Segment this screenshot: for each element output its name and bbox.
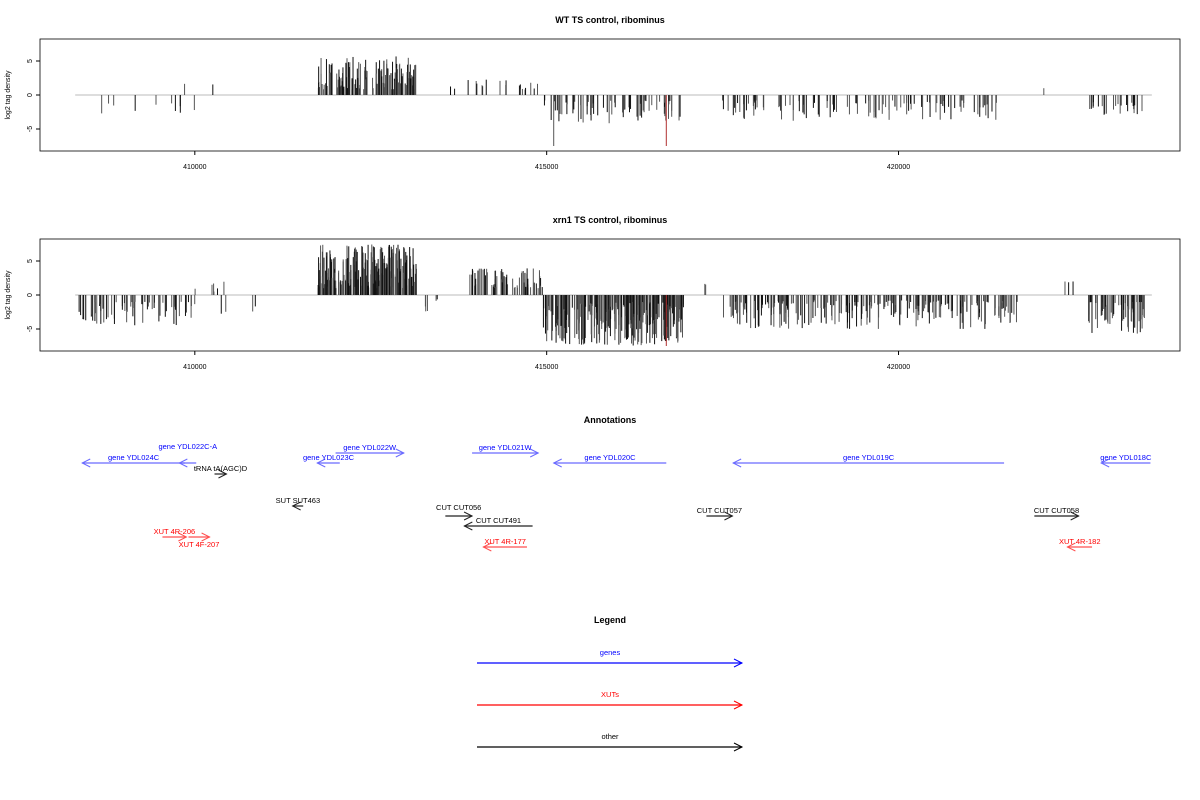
feature-cut-cut491: CUT CUT491 <box>463 516 533 531</box>
feature-gene-ydl019c: gene YDL019C <box>732 453 1005 468</box>
feature-label: gene YDL021W <box>479 443 533 452</box>
feature-gene-ydl021w: gene YDL021W <box>472 443 540 458</box>
feature-label: XUT 4R-177 <box>484 537 526 546</box>
feature-gene-ydl023c: gene YDL023C <box>303 453 355 468</box>
legend-arrow-head-icon <box>733 658 744 668</box>
legend-label: genes <box>600 648 621 657</box>
feature-gene-ydl022c-a: gene YDL022C-A <box>158 442 217 468</box>
panel-1-title: WT TS control, ribominus <box>555 15 665 25</box>
legend-item-genes: genes <box>477 648 744 668</box>
feature-arrow-head-icon <box>529 448 540 458</box>
feature-label: gene YDL020C <box>584 453 636 462</box>
feature-trna-ta-agc-d: tRNA tA(AGC)D <box>194 464 248 479</box>
x-tick-label: 420000 <box>887 164 910 171</box>
x-tick-label: 410000 <box>183 164 206 171</box>
feature-gene-ydl022w: gene YDL022W <box>335 443 405 458</box>
feature-label: CUT CUT491 <box>476 516 521 525</box>
feature-arrow-head-icon <box>291 501 301 511</box>
feature-xut-4r-182: XUT 4R-182 <box>1059 537 1101 552</box>
y-tick-label: -5 <box>27 126 34 132</box>
panel-xrn1: 410000 415000 420000 -5 0 5 log2 tag density <box>5 238 1181 371</box>
y-tick-label: 0 <box>27 293 34 297</box>
y-tick-label: 5 <box>27 259 34 263</box>
feature-label: gene YDL022W <box>343 443 397 452</box>
legend-title: Legend <box>594 615 626 625</box>
y-axis-label: log2 tag density <box>5 270 12 320</box>
y-tick-label: 5 <box>27 59 34 63</box>
feature-arrow-head-icon <box>395 448 405 458</box>
feature-arrow-head-icon <box>81 458 91 468</box>
feature-label: XUT 4F-207 <box>179 540 220 549</box>
feature-arrow-head-icon <box>178 458 188 468</box>
feature-arrow-head-icon <box>552 458 562 468</box>
feature-arrow-head-icon <box>732 458 742 468</box>
feature-label: gene YDL019C <box>843 453 895 462</box>
feature-label: SUT SUT463 <box>276 496 320 505</box>
legend-arrow-head-icon <box>733 700 744 710</box>
feature-arrow-head-icon <box>178 532 188 542</box>
x-tick-label: 415000 <box>535 164 558 171</box>
feature-label: gene YDL022C-A <box>158 442 217 451</box>
feature-label: gene YDL024C <box>108 453 160 462</box>
legend-label: XUTs <box>601 690 619 699</box>
annotation-track: gene YDL024C gene YDL022C-A tRNA tA(AGC)D g… <box>81 442 1152 552</box>
x-tick-label: 415000 <box>535 364 558 371</box>
legend: genes XUTs other <box>477 648 744 752</box>
feature-label: gene YDL023C <box>303 453 355 462</box>
feature-sut-sut463: SUT SUT463 <box>276 496 320 511</box>
legend-item-other: other <box>477 732 744 752</box>
feature-arrow-head-icon <box>1100 458 1110 468</box>
feature-arrow-head-icon <box>1070 511 1080 521</box>
feature-xut-4r-206: XUT 4R-206 <box>154 527 196 542</box>
feature-label: tRNA tA(AGC)D <box>194 464 248 473</box>
feature-label: XUT 4R-182 <box>1059 537 1101 546</box>
feature-arrow-head-icon <box>724 511 734 521</box>
feature-label: CUT CUT057 <box>697 506 742 515</box>
feature-label: CUT CUT058 <box>1034 506 1079 515</box>
feature-arrow-head-icon <box>316 458 326 468</box>
feature-label: gene YDL018C <box>1100 453 1152 462</box>
feature-arrow-head-icon <box>463 521 473 531</box>
feature-cut-cut057: CUT CUT057 <box>697 506 742 521</box>
annotations-title: Annotations <box>584 415 637 425</box>
feature-arrow-head-icon <box>218 469 228 479</box>
y-tick-label: -5 <box>27 326 34 332</box>
feature-arrow-head-icon <box>482 542 492 552</box>
feature-cut-cut058: CUT CUT058 <box>1034 506 1080 521</box>
x-tick-label: 420000 <box>887 364 910 371</box>
feature-gene-ydl020c: gene YDL020C <box>552 453 667 468</box>
legend-item-xuts: XUTs <box>477 690 744 710</box>
feature-arrow-head-icon <box>463 511 474 521</box>
legend-arrow-head-icon <box>733 742 744 752</box>
feature-label: CUT CUT056 <box>436 503 481 512</box>
feature-arrow-head-icon <box>201 532 211 542</box>
feature-gene-ydl024c: gene YDL024C <box>81 453 185 468</box>
feature-label: XUT 4R-206 <box>154 527 196 536</box>
feature-xut-4r-177: XUT 4R-177 <box>482 537 527 552</box>
panel-wt: 410000 415000 420000 -5 0 5 log2 tag density <box>5 38 1181 171</box>
y-axis-label: log2 tag density <box>5 70 12 120</box>
feature-cut-cut056: CUT CUT056 <box>436 503 481 521</box>
y-tick-label: 0 <box>27 93 34 97</box>
feature-xut-4f-207: XUT 4F-207 <box>179 532 220 549</box>
feature-gene-ydl018c: gene YDL018C <box>1100 453 1152 468</box>
panel-2-title: xrn1 TS control, ribominus <box>553 215 668 225</box>
x-tick-label: 410000 <box>183 364 206 371</box>
feature-arrow-head-icon <box>1066 542 1076 552</box>
legend-label: other <box>601 732 619 741</box>
